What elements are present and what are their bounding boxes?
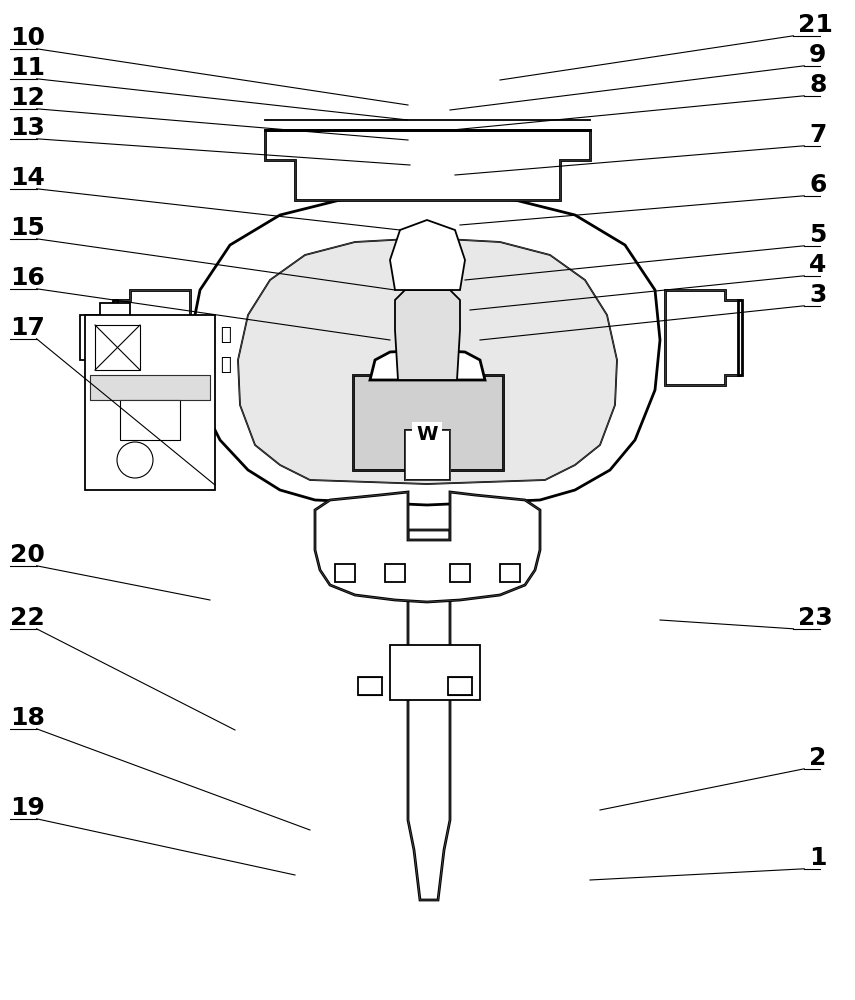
Text: 12: 12 xyxy=(10,86,44,110)
Bar xyxy=(358,677,382,695)
Polygon shape xyxy=(238,238,617,484)
Polygon shape xyxy=(390,220,465,290)
Text: 8: 8 xyxy=(809,73,827,97)
Bar xyxy=(738,300,742,375)
Polygon shape xyxy=(353,375,503,470)
Text: 22: 22 xyxy=(10,606,44,630)
Text: 4: 4 xyxy=(809,253,827,277)
Text: 10: 10 xyxy=(10,26,45,50)
Polygon shape xyxy=(370,350,485,380)
Bar xyxy=(500,564,520,582)
Bar xyxy=(448,677,472,695)
Text: 放: 放 xyxy=(220,326,231,344)
Bar xyxy=(95,325,140,370)
Polygon shape xyxy=(408,530,450,900)
Bar xyxy=(390,645,480,700)
Text: 9: 9 xyxy=(809,43,827,67)
Bar xyxy=(90,375,210,400)
Text: 11: 11 xyxy=(10,56,45,80)
Polygon shape xyxy=(115,290,190,385)
Text: 17: 17 xyxy=(10,316,44,340)
Text: 14: 14 xyxy=(10,166,44,190)
Text: W: W xyxy=(416,426,438,444)
Text: 1: 1 xyxy=(809,846,827,870)
Bar xyxy=(335,564,355,582)
Bar xyxy=(450,564,470,582)
Bar xyxy=(120,400,180,440)
Polygon shape xyxy=(665,290,740,385)
Bar xyxy=(85,315,215,490)
Text: 15: 15 xyxy=(10,216,44,240)
Bar xyxy=(113,300,117,375)
Text: 23: 23 xyxy=(799,606,833,630)
Text: 2: 2 xyxy=(809,746,827,770)
Text: 21: 21 xyxy=(799,13,834,37)
Text: 6: 6 xyxy=(809,173,827,197)
Bar xyxy=(405,430,450,480)
Text: 19: 19 xyxy=(10,796,44,820)
Polygon shape xyxy=(315,492,540,602)
Polygon shape xyxy=(190,195,660,505)
Text: 7: 7 xyxy=(809,123,827,147)
Bar xyxy=(385,564,405,582)
Polygon shape xyxy=(80,303,130,372)
Polygon shape xyxy=(265,130,590,200)
Text: 18: 18 xyxy=(10,706,44,730)
Text: 3: 3 xyxy=(809,283,827,307)
Text: 5: 5 xyxy=(809,223,827,247)
Text: 20: 20 xyxy=(10,543,44,567)
Text: 大: 大 xyxy=(220,356,231,374)
Text: 13: 13 xyxy=(10,116,44,140)
Polygon shape xyxy=(395,290,460,380)
Text: 16: 16 xyxy=(10,266,44,290)
